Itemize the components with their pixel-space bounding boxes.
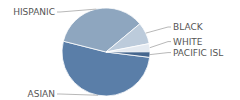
leader-line (57, 94, 98, 95)
slice-label: HISPANIC (13, 7, 55, 17)
chart: ASIAN HISPANIC BLACK WHITEPACIFIC ISL (0, 0, 240, 100)
slice (106, 52, 150, 58)
leader-line (150, 42, 171, 48)
slice-label: PACIFIC ISL (173, 48, 223, 58)
pie: ASIAN HISPANIC BLACK WHITEPACIFIC ISL (13, 7, 223, 99)
slice-label: BLACK (173, 22, 204, 32)
slice-label: WHITE (173, 37, 203, 47)
leader-line (150, 53, 171, 55)
slice (106, 24, 149, 52)
leader-line (146, 27, 171, 33)
slice (106, 44, 150, 52)
leader-line (57, 9, 96, 12)
slice-label: ASIAN (28, 89, 55, 99)
